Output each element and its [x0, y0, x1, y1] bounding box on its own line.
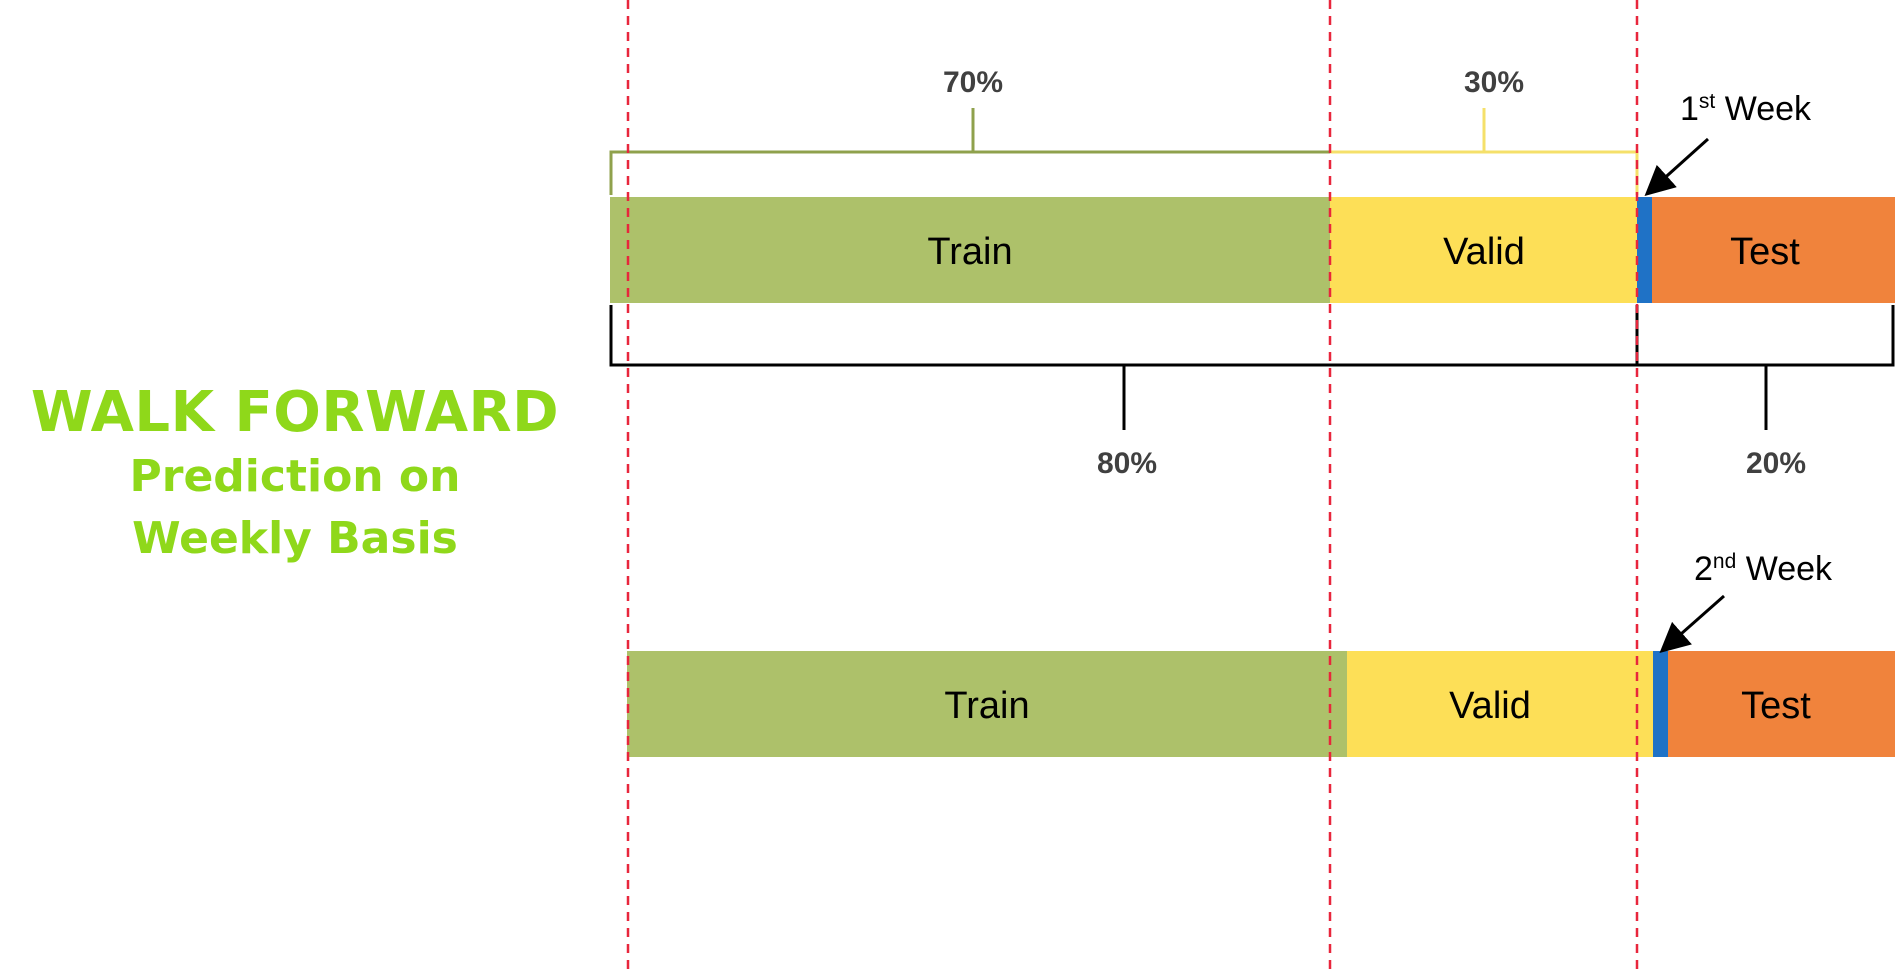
title-line-2: Prediction on — [129, 451, 461, 502]
pct-80-label: 80% — [1097, 447, 1157, 480]
week-1-suffix: st — [1699, 90, 1716, 113]
week-1-label: 1st Week — [1680, 90, 1812, 128]
bottom-valid-segment — [1347, 651, 1653, 757]
bottom-week-marker — [1653, 651, 1668, 757]
bracket-70 — [609, 108, 1330, 195]
top-valid-label: Valid — [1443, 231, 1525, 273]
bracket-80 — [609, 305, 1639, 430]
week-1-word: Week — [1715, 90, 1812, 128]
title-main: WALK FORWARD — [30, 380, 560, 445]
week-2-label: 2nd Week — [1694, 550, 1833, 588]
week-2-word: Week — [1736, 550, 1833, 588]
bracket-20 — [1637, 305, 1895, 430]
bottom-test-segment — [1668, 651, 1895, 757]
pct-20-label: 20% — [1746, 447, 1806, 480]
title-line-3: Weekly Basis — [132, 513, 458, 564]
week-2-suffix: nd — [1713, 550, 1736, 573]
top-train-label: Train — [927, 231, 1012, 273]
bottom-train-segment — [627, 651, 1347, 757]
top-test-label: Test — [1730, 231, 1800, 273]
bracket-30 — [1330, 108, 1639, 195]
bottom-valid-label: Valid — [1449, 685, 1531, 727]
bottom-test-label: Test — [1741, 685, 1811, 727]
bottom-train-label: Train — [944, 685, 1029, 727]
top-train-segment — [610, 197, 1330, 303]
top-week-marker — [1637, 197, 1652, 303]
top-valid-segment — [1330, 197, 1637, 303]
pct-70-label: 70% — [943, 66, 1003, 99]
week-2-arrow — [1659, 594, 1725, 653]
week-1-number: 1 — [1680, 90, 1699, 128]
title-block: WALK FORWARD Prediction on Weekly Basis — [0, 380, 590, 570]
top-test-segment — [1652, 197, 1895, 303]
pct-30-label: 30% — [1464, 66, 1524, 99]
week-1-arrow — [1644, 137, 1710, 197]
week-2-number: 2 — [1694, 550, 1713, 588]
